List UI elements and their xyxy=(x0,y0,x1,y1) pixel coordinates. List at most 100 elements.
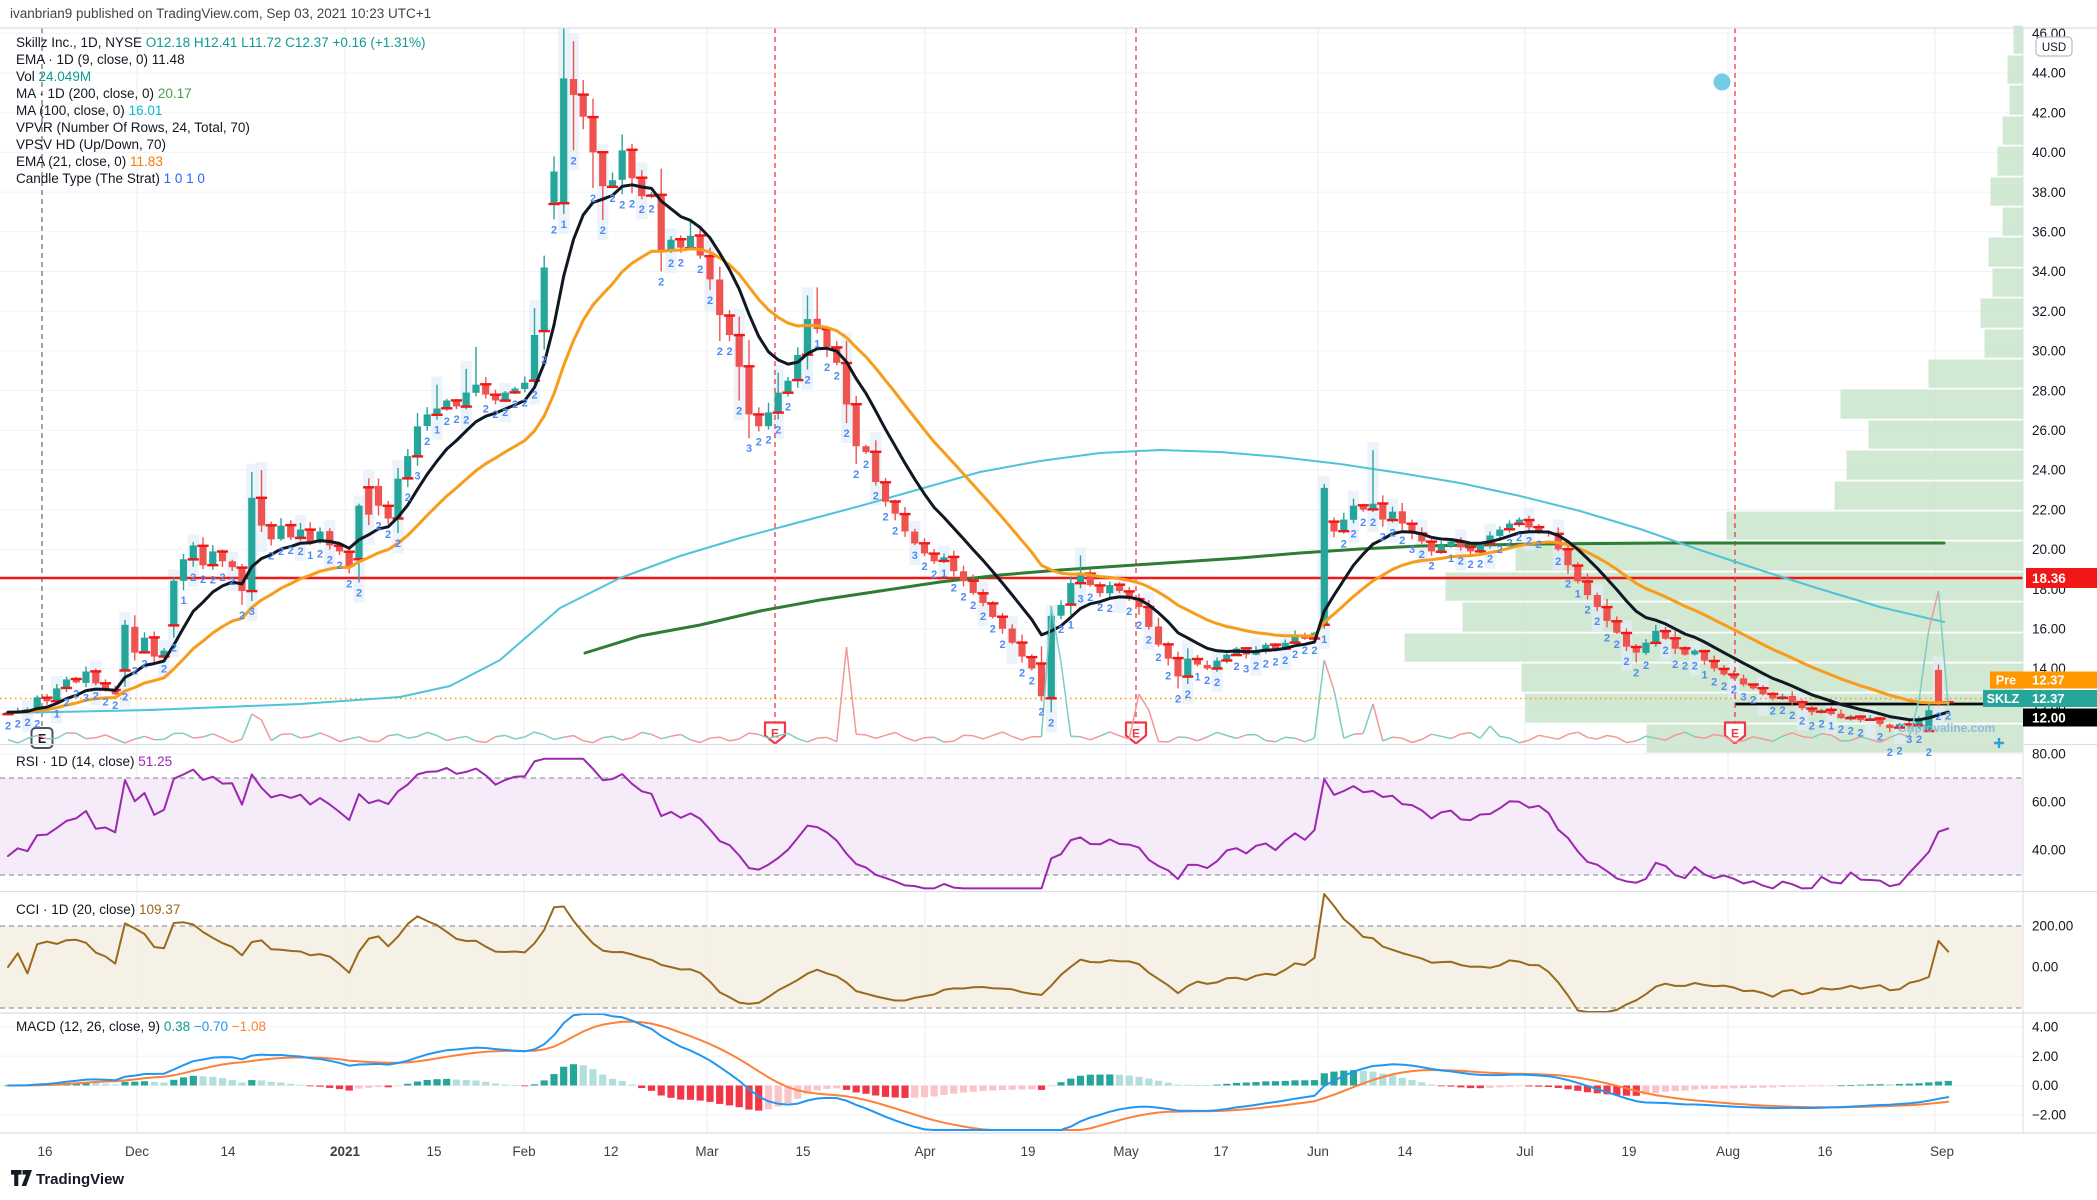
svg-text:1: 1 xyxy=(1828,720,1834,732)
svg-text:2: 2 xyxy=(102,697,108,709)
svg-text:2: 2 xyxy=(1428,561,1434,573)
svg-text:2: 2 xyxy=(960,591,966,603)
svg-text:2: 2 xyxy=(951,583,957,595)
svg-text:2: 2 xyxy=(541,355,547,367)
svg-text:2: 2 xyxy=(1360,517,1366,529)
svg-text:30.00: 30.00 xyxy=(2032,344,2066,359)
svg-text:2: 2 xyxy=(1643,660,1649,672)
svg-text:15: 15 xyxy=(426,1144,441,1159)
svg-text:2: 2 xyxy=(1029,676,1035,688)
svg-text:2: 2 xyxy=(1887,747,1893,759)
svg-text:12.00: 12.00 xyxy=(2032,711,2066,726)
svg-text:2: 2 xyxy=(34,718,40,730)
svg-text:3: 3 xyxy=(1077,593,1083,605)
svg-text:2: 2 xyxy=(1058,624,1064,636)
svg-text:Aug: Aug xyxy=(1716,1144,1740,1159)
svg-text:16.00: 16.00 xyxy=(2032,622,2066,637)
svg-text:2: 2 xyxy=(278,546,284,558)
svg-text:2: 2 xyxy=(970,600,976,612)
svg-text:12.37: 12.37 xyxy=(2032,673,2065,688)
svg-text:Vol 24.049M: Vol 24.049M xyxy=(16,69,91,84)
svg-text:2: 2 xyxy=(93,690,99,702)
svg-text:2: 2 xyxy=(658,277,664,289)
svg-text:2: 2 xyxy=(463,414,469,426)
svg-text:2: 2 xyxy=(990,623,996,635)
svg-text:ivanbrian9 published on Tradin: ivanbrian9 published on TradingView.com,… xyxy=(10,6,431,21)
svg-text:2: 2 xyxy=(219,572,225,584)
svg-text:2: 2 xyxy=(1809,720,1815,732)
svg-text:2: 2 xyxy=(24,717,30,729)
svg-text:E: E xyxy=(38,732,46,746)
svg-text:2: 2 xyxy=(1155,652,1161,664)
svg-text:2: 2 xyxy=(1389,528,1395,540)
svg-text:2: 2 xyxy=(190,572,196,584)
svg-text:2: 2 xyxy=(648,203,654,215)
svg-text:2: 2 xyxy=(1233,661,1239,673)
svg-text:2: 2 xyxy=(1311,645,1317,657)
svg-text:Jul: Jul xyxy=(1516,1144,1533,1159)
svg-text:1: 1 xyxy=(1701,670,1707,682)
svg-text:Mar: Mar xyxy=(695,1144,719,1159)
svg-text:14: 14 xyxy=(220,1144,236,1159)
svg-text:2: 2 xyxy=(1799,715,1805,727)
svg-text:2: 2 xyxy=(1623,656,1629,668)
svg-text:2: 2 xyxy=(1877,732,1883,744)
svg-text:MA · 1D (200, close, 0) 20.17: MA · 1D (200, close, 0) 20.17 xyxy=(16,86,192,101)
svg-text:3: 3 xyxy=(1409,544,1415,556)
svg-text:2: 2 xyxy=(1838,724,1844,736)
svg-text:2: 2 xyxy=(1048,717,1054,729)
svg-text:2: 2 xyxy=(1935,711,1941,723)
svg-text:2: 2 xyxy=(1487,554,1493,566)
svg-text:E: E xyxy=(771,727,779,741)
svg-text:12: 12 xyxy=(603,1144,618,1159)
svg-text:2: 2 xyxy=(317,549,323,561)
svg-text:2: 2 xyxy=(122,692,128,704)
svg-text:32.00: 32.00 xyxy=(2032,304,2066,319)
svg-text:2: 2 xyxy=(1038,706,1044,718)
svg-text:2: 2 xyxy=(1087,592,1093,604)
svg-text:2: 2 xyxy=(1341,539,1347,551)
svg-text:40.00: 40.00 xyxy=(2032,843,2066,858)
svg-text:2: 2 xyxy=(980,611,986,623)
svg-text:2: 2 xyxy=(512,399,518,411)
svg-text:2: 2 xyxy=(453,414,459,426)
svg-text:16: 16 xyxy=(37,1144,52,1159)
svg-text:3: 3 xyxy=(83,692,89,704)
svg-text:1: 1 xyxy=(180,595,186,607)
svg-text:24.00: 24.00 xyxy=(2032,463,2066,478)
svg-text:2: 2 xyxy=(1526,536,1532,548)
svg-text:36.00: 36.00 xyxy=(2032,225,2066,240)
svg-text:2: 2 xyxy=(882,512,888,524)
svg-text:2: 2 xyxy=(502,407,508,419)
svg-text:2: 2 xyxy=(1399,535,1405,547)
svg-text:3: 3 xyxy=(1243,664,1249,676)
svg-text:2: 2 xyxy=(1848,726,1854,738)
svg-text:22.00: 22.00 xyxy=(2032,502,2066,517)
svg-text:SKLZ: SKLZ xyxy=(1987,692,2020,706)
svg-text:2: 2 xyxy=(5,721,11,733)
svg-text:2: 2 xyxy=(1536,539,1542,551)
svg-text:2: 2 xyxy=(424,436,430,448)
svg-text:2: 2 xyxy=(1302,645,1308,657)
svg-text:USD: USD xyxy=(2042,42,2066,54)
svg-text:Skillz Inc., 1D, NYSE O12.18: Skillz Inc., 1D, NYSE O12.18 H12.41 L11.… xyxy=(16,35,426,50)
svg-text:RSI · 1D (14, close) 51.25: RSI · 1D (14, close) 51.25 xyxy=(16,754,172,769)
svg-text:Dec: Dec xyxy=(125,1144,149,1159)
svg-text:28.00: 28.00 xyxy=(2032,383,2066,398)
svg-text:2: 2 xyxy=(1458,556,1464,568)
svg-text:15: 15 xyxy=(795,1144,810,1159)
svg-text:2: 2 xyxy=(1614,639,1620,651)
svg-text:2: 2 xyxy=(297,546,303,558)
svg-text:2: 2 xyxy=(483,404,489,416)
svg-text:MA (100, close, 0) 16.01: MA (100, close, 0) 16.01 xyxy=(16,103,162,118)
svg-text:Criptovaline.com: Criptovaline.com xyxy=(1898,721,1995,735)
svg-text:2: 2 xyxy=(756,436,762,448)
svg-text:2: 2 xyxy=(15,718,21,730)
svg-text:2: 2 xyxy=(268,551,274,563)
svg-text:19: 19 xyxy=(1621,1144,1636,1159)
svg-text:Candle Type (The Strat) 1 0: Candle Type (The Strat) 1 0 1 0 xyxy=(16,171,205,186)
svg-text:3: 3 xyxy=(912,550,918,562)
svg-text:2: 2 xyxy=(73,688,79,700)
svg-text:2: 2 xyxy=(619,199,625,211)
svg-text:2: 2 xyxy=(873,491,879,503)
